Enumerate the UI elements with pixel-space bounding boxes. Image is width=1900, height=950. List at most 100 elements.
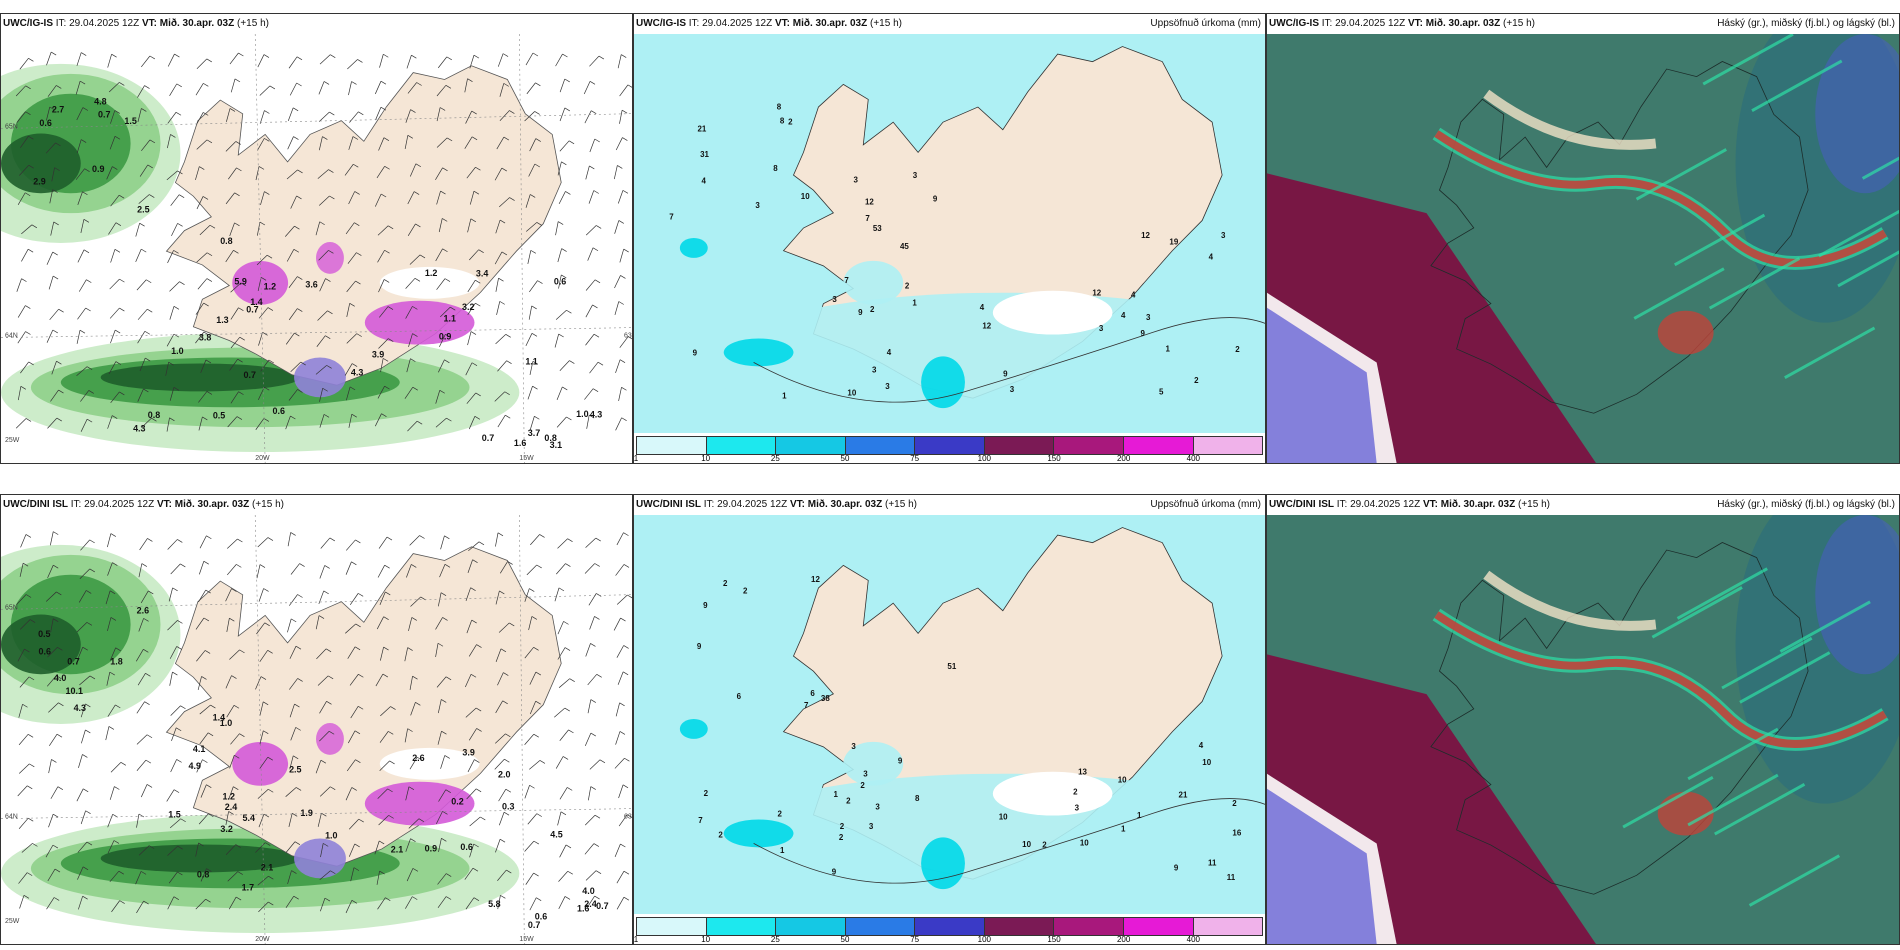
wind-barb bbox=[255, 842, 266, 853]
wind-barb bbox=[377, 788, 388, 799]
wind-barb bbox=[559, 787, 568, 800]
precip-value-label: 1.5 bbox=[124, 116, 136, 126]
wind-barb bbox=[435, 417, 447, 428]
wind-barb bbox=[17, 305, 26, 318]
wind-barb-flag bbox=[56, 675, 62, 680]
wind-barb bbox=[556, 416, 567, 428]
wind-barb-flag bbox=[505, 733, 511, 738]
wind-barb-flag bbox=[323, 843, 329, 847]
accum-area bbox=[843, 260, 904, 305]
wind-barb bbox=[50, 221, 55, 236]
wind-barb-flag bbox=[51, 759, 57, 763]
cloud-streak bbox=[1818, 209, 1899, 258]
wind-barb-flag bbox=[174, 53, 180, 58]
wind-barb bbox=[494, 251, 503, 265]
wind-barb bbox=[585, 537, 597, 548]
wind-barb-flag bbox=[357, 705, 364, 710]
vt-value: Mið. 30.apr. 03Z bbox=[1425, 18, 1501, 29]
wind-barb-flag bbox=[471, 110, 477, 115]
precip-value-label: 0.9 bbox=[92, 164, 104, 174]
precip-area bbox=[1, 614, 81, 675]
axis-label: 25W bbox=[5, 918, 20, 925]
wind-barb bbox=[526, 222, 538, 232]
wind-barb-flag bbox=[621, 54, 627, 58]
wind-barb bbox=[378, 536, 388, 549]
wind-barb-flag bbox=[85, 729, 91, 734]
wind-barb-flag bbox=[267, 307, 274, 311]
wind-barb bbox=[467, 331, 472, 346]
wind-barb bbox=[170, 759, 177, 773]
wind-barb bbox=[348, 81, 352, 96]
wind-barb-flag bbox=[596, 593, 602, 597]
cloud-core bbox=[1483, 570, 1657, 631]
accum-value-label: 10 bbox=[1080, 839, 1089, 848]
wind-barb bbox=[464, 868, 474, 880]
wind-barb-flag bbox=[235, 844, 241, 848]
wind-barb-flag bbox=[318, 615, 325, 619]
accum-value-label: 2 bbox=[1042, 841, 1047, 850]
accum-value-label: 2 bbox=[778, 809, 783, 818]
wind-barb bbox=[49, 308, 59, 321]
precip-value-label: 0.5 bbox=[213, 410, 225, 420]
wind-barb bbox=[225, 844, 236, 855]
wind-barb bbox=[110, 391, 120, 404]
wind-barb bbox=[138, 194, 150, 204]
wind-barb-flag bbox=[295, 645, 302, 650]
wind-barb-flag bbox=[383, 279, 390, 283]
wind-barb bbox=[498, 622, 510, 633]
wind-barb-flag bbox=[501, 251, 508, 256]
precip-value-label: 0.6 bbox=[39, 118, 51, 128]
wind-barb bbox=[288, 56, 298, 69]
wind-barb bbox=[408, 333, 413, 347]
wind-barb-flag bbox=[89, 568, 95, 573]
wind-barb bbox=[466, 788, 477, 800]
wind-barb bbox=[21, 224, 33, 235]
precip-value-label: 1.5 bbox=[168, 810, 180, 820]
cloud-map bbox=[1267, 515, 1899, 944]
wind-barb bbox=[558, 871, 569, 882]
wind-barb-flag bbox=[467, 78, 473, 82]
it-value: 29.04.2025 12Z bbox=[84, 499, 155, 510]
wind-barb-flag bbox=[297, 169, 303, 174]
map-area bbox=[1267, 515, 1899, 944]
accum-value-label: 2 bbox=[743, 586, 748, 595]
wind-barb bbox=[19, 895, 25, 909]
wind-barb-flag bbox=[532, 360, 539, 365]
wind-barb bbox=[584, 388, 594, 400]
vt-label: VT: bbox=[1407, 18, 1423, 29]
wind-barb-flag bbox=[294, 703, 300, 708]
wind-barb-flag bbox=[506, 360, 512, 364]
wind-barb-flag bbox=[382, 673, 389, 678]
wind-barb-flag bbox=[112, 562, 118, 566]
wind-barb-flag bbox=[407, 728, 413, 732]
accum-value-label: 7 bbox=[844, 276, 849, 285]
wind-barb bbox=[317, 675, 329, 686]
wind-barb-flag bbox=[295, 787, 302, 791]
wind-barb bbox=[137, 673, 146, 686]
wind-barb-flag bbox=[622, 784, 629, 789]
wind-barb bbox=[19, 563, 24, 577]
wind-barb bbox=[258, 901, 269, 913]
wind-barb-flag bbox=[476, 707, 482, 712]
legend-tick-label: 200 bbox=[1116, 454, 1131, 463]
wind-barb-flag bbox=[170, 134, 176, 138]
wind-barb bbox=[405, 838, 411, 852]
wind-barb-flag bbox=[119, 900, 125, 904]
accum-value-label: 3 bbox=[885, 382, 890, 391]
wind-barb-flag bbox=[411, 564, 417, 568]
wind-barb bbox=[107, 814, 113, 828]
wind-barb bbox=[109, 136, 116, 150]
wind-barb bbox=[51, 167, 55, 182]
accum-value-label: 12 bbox=[1092, 288, 1101, 297]
precip-value-label: 2.1 bbox=[391, 844, 403, 854]
wind-barb bbox=[225, 675, 232, 689]
wind-barb-flag bbox=[31, 224, 38, 229]
wind-barb-flag bbox=[623, 248, 629, 253]
wind-barb-flag bbox=[119, 307, 125, 312]
wind-barb-flag bbox=[28, 361, 34, 366]
wind-barb-flag bbox=[143, 618, 149, 622]
wind-barb bbox=[468, 728, 477, 741]
wind-barb bbox=[556, 563, 566, 575]
wind-barb-flag bbox=[620, 617, 626, 622]
panel-cloud-ig: UWC/IG-IS IT: 29.04.2025 12Z VT: Mið. 30… bbox=[1266, 13, 1900, 464]
